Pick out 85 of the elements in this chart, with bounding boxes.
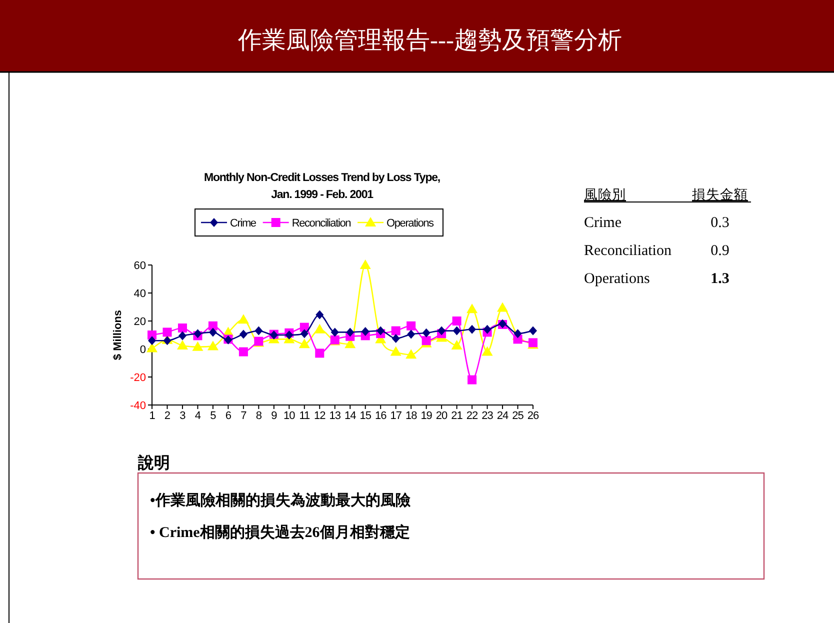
point — [422, 328, 430, 338]
point — [361, 327, 370, 336]
x-tick-label: 15 — [360, 410, 372, 422]
point — [497, 302, 508, 312]
point — [207, 340, 218, 350]
y-tick-label: 40 — [134, 288, 146, 300]
point — [330, 328, 339, 337]
point — [406, 349, 417, 359]
point — [438, 326, 446, 336]
point — [406, 321, 416, 330]
x-tick-label: 3 — [180, 410, 186, 422]
x-tick-label: 25 — [512, 410, 524, 422]
y-axis-title: $ Millions — [112, 310, 124, 360]
point — [529, 326, 537, 336]
y-tick-label: -40 — [130, 400, 146, 412]
legend-label: Reconciliation — [292, 218, 352, 230]
point — [315, 348, 324, 358]
point — [451, 340, 462, 350]
point — [178, 324, 187, 332]
x-tick-label: 1 — [149, 410, 156, 422]
point — [192, 341, 204, 351]
point — [146, 342, 158, 352]
point — [285, 330, 294, 340]
legend-label: Operations — [386, 218, 435, 230]
point — [452, 316, 462, 326]
point — [238, 314, 249, 324]
chart-subtitle: Monthly Non-Credit Losses Trend by Loss Type, Jan. 1999 - Feb. 2001 — [204, 172, 440, 201]
text: 說明 — [137, 454, 170, 472]
point — [392, 334, 400, 343]
x-tick-label: 19 — [420, 410, 432, 422]
x-tick-label: 5 — [210, 410, 216, 422]
x-tick-label: 24 — [496, 410, 509, 422]
y-tick-label: 0 — [140, 344, 146, 356]
point — [162, 328, 172, 337]
point — [376, 326, 385, 336]
x-tick-label: 18 — [405, 410, 418, 422]
point — [208, 321, 218, 330]
point — [300, 329, 308, 338]
point — [468, 375, 477, 384]
point — [390, 346, 402, 356]
point — [298, 338, 310, 348]
point — [148, 336, 156, 346]
x-tick-label: 16 — [374, 410, 387, 422]
point — [468, 324, 476, 334]
x-tick-label: 6 — [225, 410, 232, 422]
point — [238, 347, 248, 356]
point — [391, 326, 400, 336]
point — [346, 328, 354, 337]
point — [466, 304, 478, 314]
x-tick-label: 21 — [451, 410, 463, 422]
legend-label: Crime — [230, 218, 256, 230]
point — [208, 328, 217, 337]
point — [316, 310, 324, 320]
y-tick-label: 60 — [134, 260, 146, 272]
point — [407, 330, 416, 339]
x-tick-label: 17 — [390, 410, 402, 422]
x-tick-label: 23 — [482, 410, 494, 422]
chart-title: 作業風險管理報告---趨勢及預警分析 — [237, 28, 622, 54]
point — [482, 346, 493, 356]
point — [239, 330, 248, 339]
point — [483, 324, 492, 334]
point — [254, 326, 263, 336]
table: 風險別 損失金額 Crime 0.3 Reconciliation 0.9 Operations 1.3 — [584, 187, 752, 287]
point — [314, 324, 326, 334]
y-tick-label: 20 — [134, 316, 146, 328]
point — [178, 331, 186, 340]
point — [360, 260, 371, 269]
x-tick-label: 11 — [299, 410, 310, 422]
text: • Crime相關的損失過去26個月相對穩定 — [150, 523, 410, 541]
x-tick-label: 9 — [271, 410, 278, 422]
point — [176, 340, 188, 350]
x-tick-label: 14 — [344, 410, 356, 422]
x-tick-label: 7 — [240, 410, 247, 422]
x-tick-label: 10 — [284, 410, 296, 422]
x-tick-label: 8 — [256, 410, 262, 422]
x-tick-label: 13 — [329, 410, 341, 422]
x-tick-label: 4 — [194, 410, 201, 422]
point — [452, 326, 461, 336]
text: •作業風險相關的損失為波動最大的風險 — [150, 492, 412, 509]
y-tick-label: -20 — [130, 372, 146, 384]
x-tick-label: 20 — [436, 410, 448, 422]
x-tick-label: 2 — [164, 410, 170, 422]
x-tick-label: 12 — [314, 410, 326, 422]
x-tick-label: 22 — [466, 410, 478, 422]
x-tick-label: 26 — [527, 410, 539, 422]
